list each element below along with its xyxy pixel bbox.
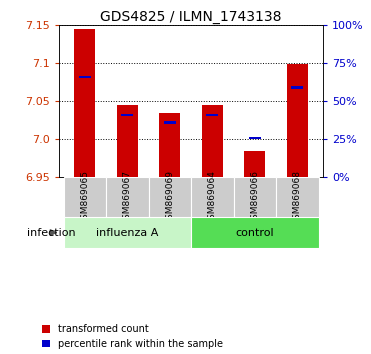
Bar (202, 105, 223, 177)
Bar (191, 217, 319, 248)
Bar (79, 76, 91, 78)
Bar (191, 177, 234, 217)
Text: infection: infection (27, 228, 76, 238)
Text: GSM869067: GSM869067 (123, 170, 132, 225)
Legend: transformed count, percentile rank within the sample: transformed count, percentile rank withi… (42, 324, 223, 349)
Bar (63, 217, 191, 248)
Bar (117, 105, 138, 177)
Bar (234, 177, 276, 217)
Bar (287, 64, 308, 177)
Bar (292, 86, 303, 88)
Bar (244, 151, 265, 177)
Text: GSM869065: GSM869065 (81, 170, 89, 225)
Text: GSM869064: GSM869064 (208, 170, 217, 224)
Text: GSM869066: GSM869066 (250, 170, 259, 225)
Bar (74, 29, 95, 177)
Text: control: control (236, 228, 274, 238)
Bar (106, 177, 148, 217)
Title: GDS4825 / ILMN_1743138: GDS4825 / ILMN_1743138 (100, 10, 282, 24)
Text: GSM869069: GSM869069 (165, 170, 174, 225)
Text: influenza A: influenza A (96, 228, 158, 238)
Bar (63, 177, 106, 217)
Bar (276, 177, 319, 217)
Bar (148, 177, 191, 217)
Bar (159, 113, 180, 177)
Bar (164, 121, 175, 124)
Bar (121, 114, 133, 116)
Text: GSM869068: GSM869068 (293, 170, 302, 225)
Bar (207, 114, 218, 116)
Bar (249, 137, 261, 139)
